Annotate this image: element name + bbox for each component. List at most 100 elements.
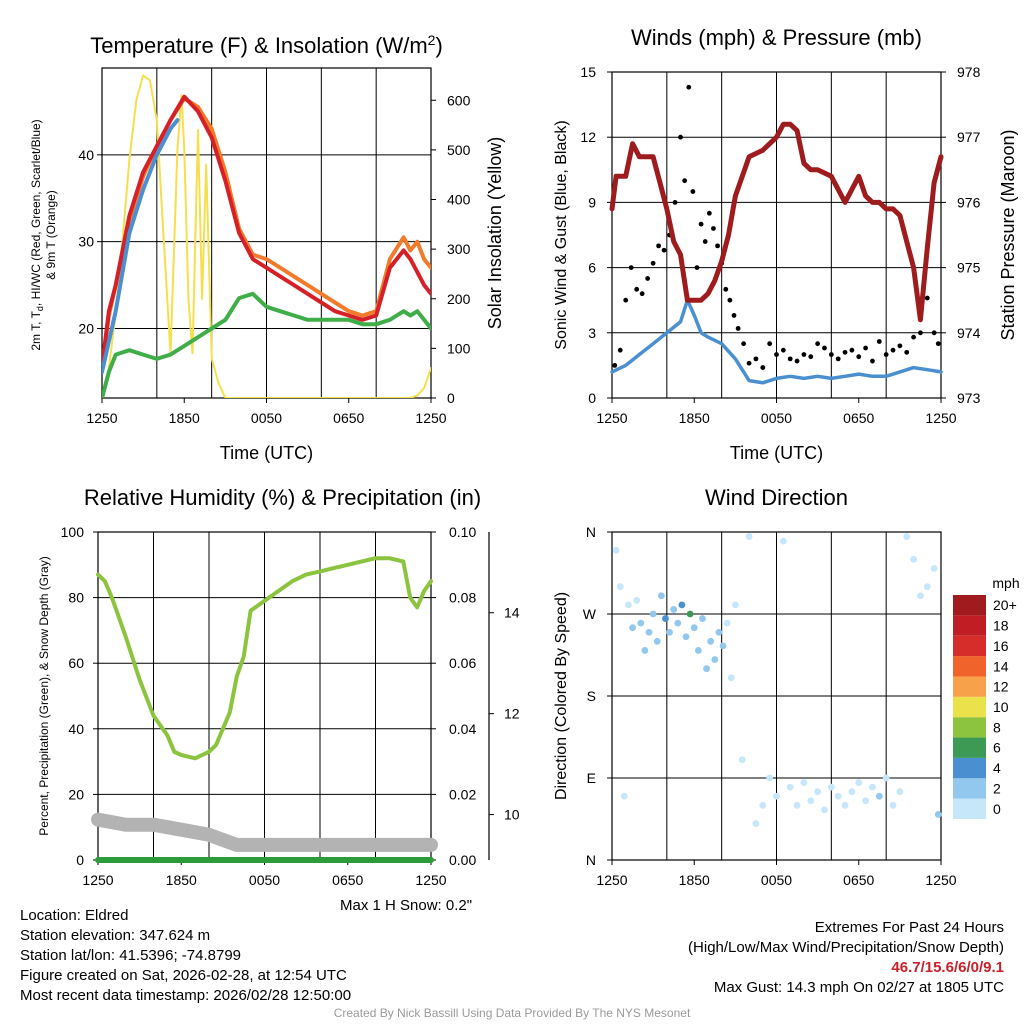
snow-depth-tick-label: 14 bbox=[504, 605, 520, 621]
station-latlon: Station lat/lon: 41.5396; -74.8799 bbox=[20, 947, 242, 964]
gust-point bbox=[924, 295, 930, 301]
gust-point bbox=[645, 276, 651, 281]
wind-direction-point bbox=[686, 610, 694, 618]
gust-point bbox=[694, 265, 700, 270]
gust-point bbox=[856, 354, 862, 360]
wind-direction-point bbox=[923, 583, 931, 591]
series-heat-index-wind-chill bbox=[102, 118, 180, 374]
wind-direction-point bbox=[917, 592, 924, 600]
wind-direction-point bbox=[637, 619, 645, 627]
wind-direction-point bbox=[620, 792, 628, 800]
series-station-pressure bbox=[609, 121, 944, 323]
humidity-y-tick-label: 0 bbox=[76, 852, 84, 868]
gust-point bbox=[897, 343, 903, 349]
temperature-y-axis-label-line2: & 9m T (Orange) bbox=[44, 190, 58, 280]
winds-x-axis-label: Time (UTC) bbox=[730, 443, 823, 463]
wind-direction-point bbox=[629, 624, 636, 632]
wind-direction-y-axis-label: Direction (Colored By Speed) bbox=[553, 592, 570, 800]
gust-point bbox=[787, 356, 793, 362]
temperature-y-tick-label: 40 bbox=[78, 147, 94, 163]
gust-point bbox=[731, 313, 737, 318]
gust-point bbox=[753, 356, 759, 362]
series-snow-depth bbox=[91, 812, 438, 852]
insolation-y-tick-label: 400 bbox=[447, 192, 471, 208]
snow-depth-tick-label: 12 bbox=[504, 706, 520, 722]
humidity-y-tick-label: 80 bbox=[68, 590, 84, 606]
wind-direction-panel-grid bbox=[611, 531, 942, 861]
wind-direction-point bbox=[666, 628, 673, 636]
temperature-title: Temperature (F) & Insolation (W/m2) bbox=[90, 32, 443, 58]
colorbar-swatch bbox=[953, 676, 986, 697]
wind-direction-point bbox=[814, 788, 822, 796]
precip-y-tick-label: 0.02 bbox=[449, 786, 476, 802]
humidity-y-tick-label: 100 bbox=[61, 524, 85, 540]
wind-direction-point bbox=[910, 555, 917, 563]
winds-x-tick-label: 0050 bbox=[761, 410, 792, 426]
colorbar-label: 16 bbox=[993, 638, 1009, 654]
wind-direction-point bbox=[841, 801, 849, 809]
wind-direction-point bbox=[821, 806, 828, 814]
temperature-y-axis-label: 2m T, Td, HI/WC (Red, Green, Scarlet/Blu… bbox=[29, 119, 45, 350]
wind-direction-point bbox=[793, 801, 801, 809]
wind-direction-point bbox=[657, 592, 665, 600]
wind-direction-point bbox=[738, 756, 746, 764]
humidity-x-tick-label: 0650 bbox=[332, 872, 363, 888]
wind-direction-point bbox=[707, 637, 715, 645]
gust-point bbox=[702, 239, 708, 244]
pressure-y-tick-label: 973 bbox=[957, 390, 981, 406]
colorbar-swatch bbox=[953, 696, 986, 718]
wind-direction-point bbox=[690, 624, 698, 632]
temperature-y-tick-label: 20 bbox=[78, 321, 94, 337]
extremes-title: Extremes For Past 24 Hours bbox=[814, 919, 1004, 936]
gust-point bbox=[883, 352, 889, 357]
gust-point bbox=[767, 341, 773, 347]
extremes-subtitle: (High/Low/Max Wind/Precipitation/Snow De… bbox=[688, 939, 1004, 956]
colorbar-label: 20+ bbox=[993, 597, 1017, 613]
humidity-y-axis-label: Percent, Precipitation (Green), & Snow D… bbox=[37, 556, 51, 835]
winds-y-tick-label: 0 bbox=[588, 390, 596, 406]
gust-point bbox=[686, 84, 692, 90]
wind-direction-x-tick-label: 1850 bbox=[679, 872, 710, 888]
temperature-x-tick-label: 1250 bbox=[86, 410, 117, 426]
station-location: Location: Eldred bbox=[20, 907, 129, 924]
insolation-y-axis-label: Solar Insolation (Yellow) bbox=[485, 137, 505, 329]
gust-point bbox=[918, 330, 923, 336]
wind-direction-point bbox=[727, 674, 735, 682]
wind-direction-point bbox=[711, 656, 719, 663]
wind-direction-point bbox=[694, 647, 702, 654]
colorbar-swatch bbox=[953, 798, 986, 819]
gust-point bbox=[706, 210, 712, 216]
temperature-panel-grid bbox=[101, 68, 432, 398]
colorbar-swatch bbox=[953, 737, 986, 758]
wind-direction-x-tick-label: 0050 bbox=[761, 872, 792, 888]
gust-point bbox=[741, 341, 746, 347]
wind-direction-point bbox=[719, 642, 727, 650]
gust-point bbox=[617, 347, 623, 353]
wind-direction-x-tick-label: 1250 bbox=[925, 872, 956, 888]
insolation-y-tick-label: 200 bbox=[447, 291, 471, 307]
colorbar-swatch bbox=[953, 635, 986, 657]
station-elevation: Station elevation: 347.624 m bbox=[20, 927, 211, 944]
wind-direction-y-tick-label: N bbox=[586, 524, 596, 540]
wind-direction-point bbox=[662, 615, 669, 622]
colorbar-swatch bbox=[953, 757, 986, 779]
colorbar-swatch bbox=[953, 656, 986, 677]
gust-point bbox=[746, 360, 752, 366]
wind-direction-point bbox=[862, 797, 870, 805]
temperature-x-tick-label: 1250 bbox=[415, 410, 446, 426]
colorbar-swatch bbox=[953, 615, 986, 636]
precip-y-tick-label: 0.10 bbox=[449, 524, 476, 540]
wind-direction-point bbox=[674, 619, 682, 627]
wind-direction-point bbox=[645, 628, 653, 636]
extremes-summary: Extremes For Past 24 Hours (High/Low/Max… bbox=[688, 918, 1004, 998]
gust-point bbox=[904, 349, 910, 355]
gust-point bbox=[760, 365, 766, 370]
wind-direction-point bbox=[670, 606, 678, 613]
winds-x-tick-label: 1850 bbox=[679, 410, 710, 426]
gust-point bbox=[698, 221, 704, 227]
recent-timestamp: Most recent data timestamp: 2026/02/28 1… bbox=[20, 987, 352, 1004]
winds-x-tick-label: 1250 bbox=[925, 410, 956, 426]
wind-direction-y-tick-label: W bbox=[583, 606, 597, 622]
winds-y-tick-label: 12 bbox=[580, 129, 596, 145]
